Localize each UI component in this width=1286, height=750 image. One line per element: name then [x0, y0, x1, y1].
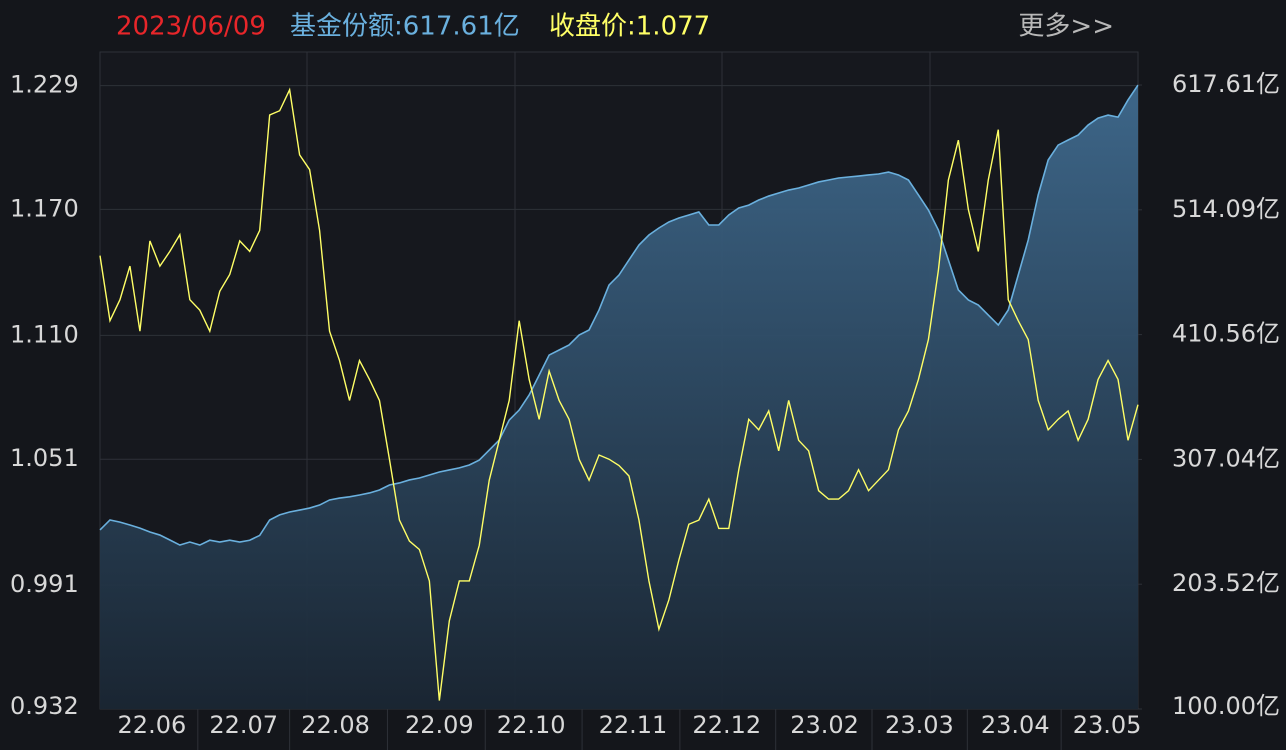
y-tick-label: 1.110: [10, 320, 79, 348]
y-tick-label: 1.170: [10, 194, 79, 222]
share-area: [100, 85, 1138, 709]
y2-tick-label: 617.61亿: [1172, 70, 1280, 98]
y2-tick-label: 307.04亿: [1172, 444, 1280, 472]
x-tick-label: 23.04: [981, 711, 1050, 739]
x-tick-label: 22.09: [405, 711, 474, 739]
legend-share: 基金份额:617.61亿: [290, 12, 520, 42]
x-tick-label: 22.12: [692, 711, 761, 739]
y-tick-label: 1.229: [10, 71, 79, 99]
x-tick-label: 22.10: [497, 711, 566, 739]
share-line: [99, 84, 1139, 546]
y-tick-label: 1.051: [10, 444, 79, 472]
series: [99, 84, 1139, 709]
x-tick-label: 22.11: [599, 711, 668, 739]
more-link[interactable]: 更多>>: [1018, 12, 1114, 42]
x-tick-label: 22.06: [118, 711, 187, 739]
x-tick-label: 22.08: [301, 711, 370, 739]
y-tick-label: 0.991: [10, 570, 79, 598]
y2-tick-label: 100.00亿: [1172, 692, 1280, 720]
y-tick-label: 0.932: [10, 692, 79, 720]
x-tick-label: 23.03: [885, 711, 954, 739]
y2-tick-label: 514.09亿: [1172, 195, 1280, 223]
y2-tick-label: 410.56亿: [1172, 320, 1280, 348]
x-tick-label: 23.02: [790, 711, 859, 739]
y2-tick-label: 203.52亿: [1172, 569, 1280, 597]
axes: 1.229 1.170 1.110 1.051 0.991 0.932 617.61亿 514…: [10, 70, 1280, 750]
date: 2023/06/09: [116, 12, 266, 42]
legend-price: 收盘价:1.077: [549, 12, 710, 42]
x-tick-label: 22.07: [209, 711, 278, 739]
price-line: [99, 87, 1139, 701]
x-tick-label: 23.05: [1073, 711, 1142, 739]
